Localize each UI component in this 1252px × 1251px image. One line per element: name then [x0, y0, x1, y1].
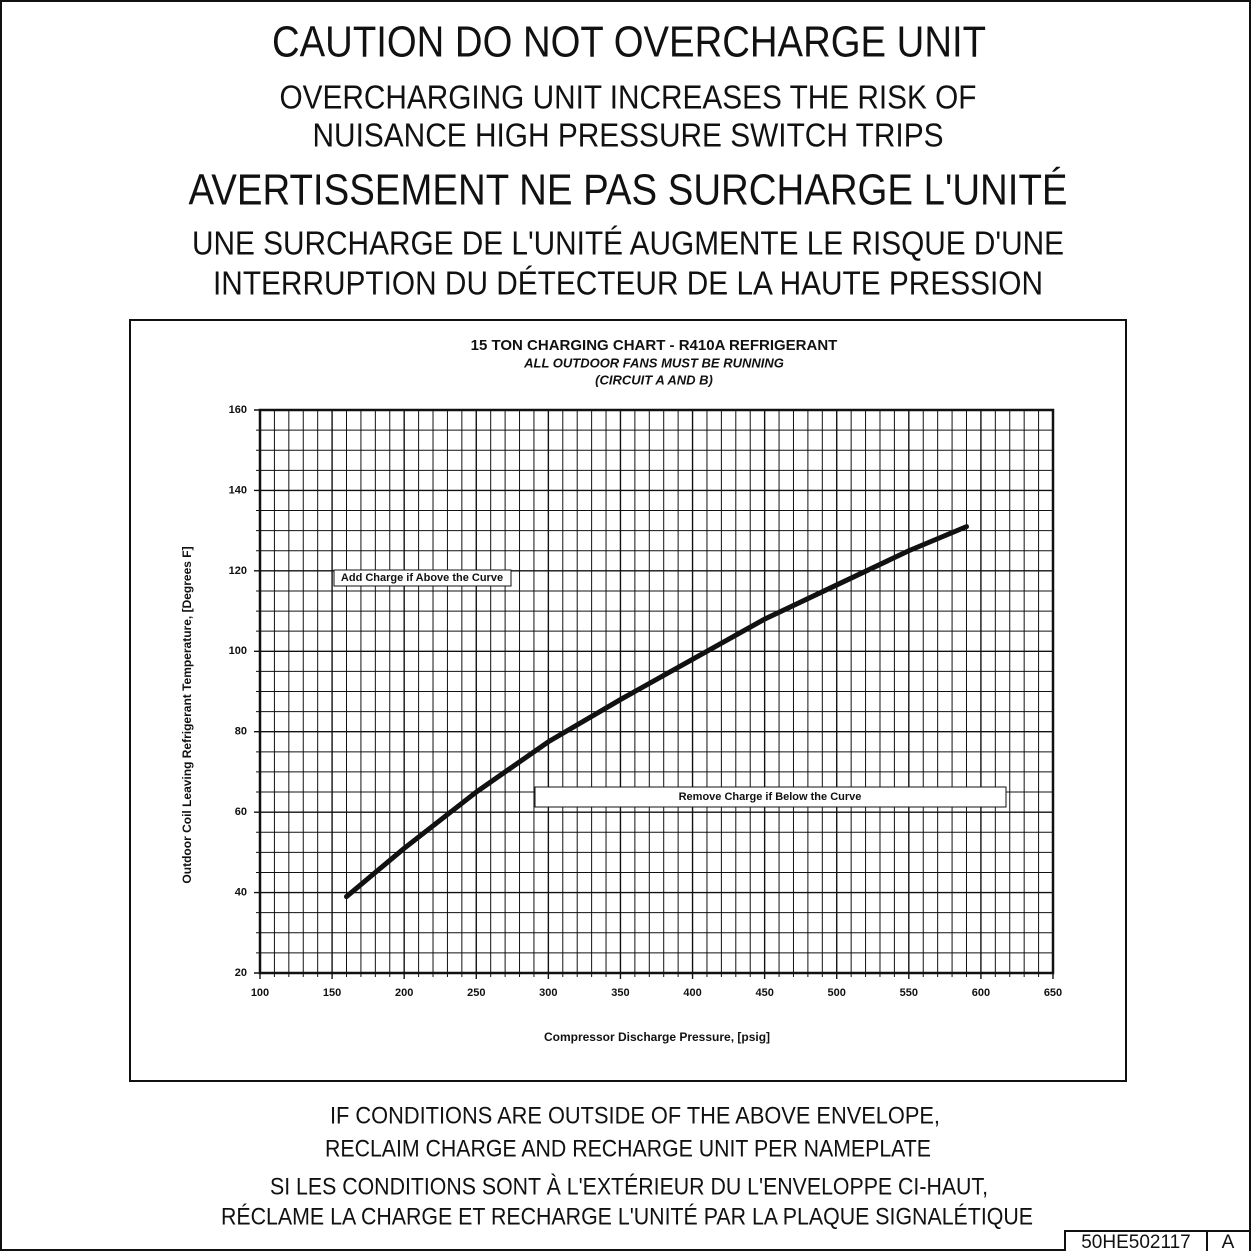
- avertissement-line: UNE SURCHARGE DE L'UNITÉ AUGMENTE LE RIS…: [192, 225, 1064, 262]
- x-axis-label: Compressor Discharge Pressure, [psig]: [544, 1030, 770, 1044]
- y-tick-label: 60: [235, 806, 247, 818]
- x-tick-label: 450: [755, 987, 773, 999]
- x-tick-label: 250: [467, 987, 485, 999]
- footer-line: IF CONDITIONS ARE OUTSIDE OF THE ABOVE E…: [330, 1102, 940, 1129]
- plot-area-border: [258, 408, 1055, 975]
- x-tick-label: 400: [683, 987, 701, 999]
- x-tick-label: 200: [395, 987, 413, 999]
- y-tick-label: 120: [229, 565, 247, 577]
- curve: [344, 524, 969, 900]
- annotation-box: [534, 786, 1007, 808]
- x-tick-label: 350: [611, 987, 629, 999]
- y-tick-label: 20: [235, 967, 247, 979]
- plot: 100 150 200 250 300 350 400 450 500 550 600 650 20 40…: [229, 404, 1063, 999]
- x-tick-label: 100: [251, 987, 269, 999]
- y-tick-label: 40: [235, 886, 247, 898]
- y-tick-label: 160: [229, 404, 247, 416]
- y-tick-label: 140: [229, 484, 247, 496]
- x-tick-label: 500: [828, 987, 846, 999]
- footer-line: SI LES CONDITIONS SONT À L'EXTÉRIEUR DU …: [270, 1173, 988, 1200]
- footer-line: RECLAIM CHARGE AND RECHARGE UNIT PER NAM…: [325, 1135, 931, 1162]
- caution-title: CAUTION DO NOT OVERCHARGE UNIT: [272, 18, 986, 67]
- x-tick-label: 150: [323, 987, 341, 999]
- y-tick-label: 80: [235, 726, 247, 738]
- caution-line: OVERCHARGING UNIT INCREASES THE RISK OF: [280, 79, 977, 116]
- chart-title: 15 TON CHARGING CHART - R410A REFRIGERAN…: [471, 337, 838, 354]
- y-tick-label: 100: [229, 645, 247, 657]
- y-axis-label: Outdoor Coil Leaving Refrigerant Tempera…: [180, 546, 194, 883]
- chart-subtitle: (CIRCUIT A AND B): [595, 372, 713, 387]
- annotation: Add Charge if Above the Curve: [341, 572, 503, 584]
- revision: A: [1222, 1232, 1235, 1251]
- annotation-box: [333, 569, 512, 587]
- part-number: 50HE502117: [1081, 1232, 1191, 1251]
- x-tick-label: 550: [900, 987, 918, 999]
- footer-line: RÉCLAME LA CHARGE ET RECHARGE L'UNITÉ PA…: [221, 1203, 1033, 1230]
- avertissement-title: AVERTISSEMENT NE PAS SURCHARGE L'UNITÉ: [189, 166, 1068, 215]
- avertissement-line: INTERRUPTION DU DÉTECTEUR DE LA HAUTE PR…: [213, 265, 1043, 302]
- annotation: Remove Charge if Below the Curve: [679, 791, 862, 803]
- revision-box: [1206, 1230, 1251, 1251]
- chart-frame: [129, 319, 1127, 1082]
- chart-subtitle: ALL OUTDOOR FANS MUST BE RUNNING: [523, 355, 784, 370]
- x-tick-label: 650: [1044, 987, 1062, 999]
- x-tick-label: 300: [539, 987, 557, 999]
- x-tick-label: 600: [972, 987, 990, 999]
- caution-line: NUISANCE HIGH PRESSURE SWITCH TRIPS: [313, 117, 944, 154]
